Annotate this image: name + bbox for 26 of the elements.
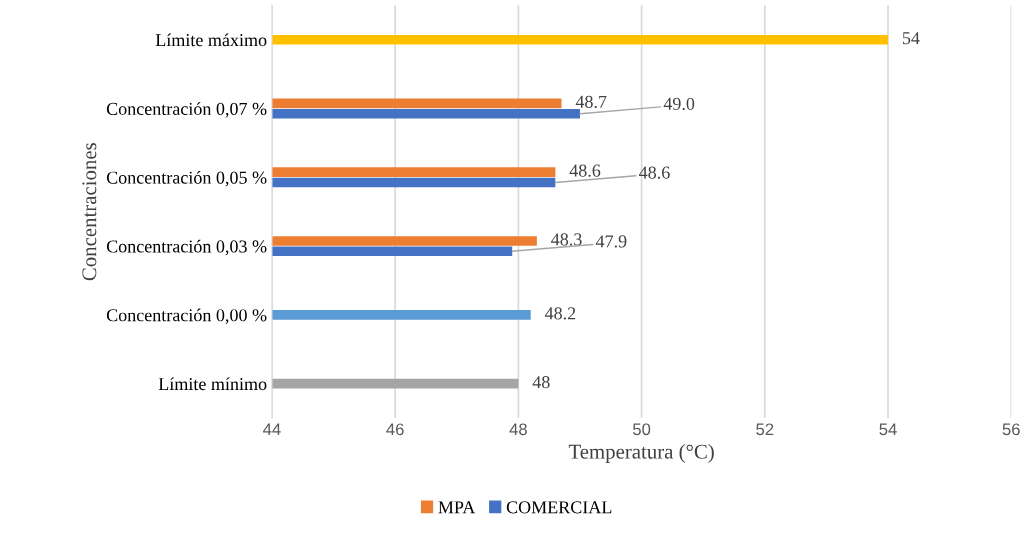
data-label: 54 <box>902 32 920 45</box>
legend-label: COMERCIAL <box>506 501 612 514</box>
legend-label: MPA <box>438 501 476 514</box>
y-tick-label: Concentración 0,07 % <box>106 102 267 118</box>
data-label: 48.7 <box>575 95 607 108</box>
data-label: 48 <box>532 376 550 389</box>
x-tick-label: 46 <box>386 423 404 436</box>
x-tick-label: 44 <box>263 423 281 436</box>
x-tick-label: 54 <box>879 423 897 436</box>
y-axis-title: Concentraciones <box>82 143 97 281</box>
x-axis-title: Temperatura (°C) <box>568 444 714 463</box>
data-label: 48.3 <box>551 233 582 246</box>
x-tick-label: 56 <box>1002 423 1020 436</box>
y-tick-label: Concentración 0,05 % <box>106 171 267 187</box>
data-label: 48.2 <box>544 307 576 320</box>
data-label: 47.9 <box>595 235 627 248</box>
y-tick-label: Concentración 0,00 % <box>106 308 267 324</box>
data-label: 48.6 <box>639 166 670 179</box>
data-label: 48.6 <box>569 164 601 177</box>
y-tick-label: Límite mínimo <box>158 377 267 391</box>
y-tick-label: Límite máximo <box>155 33 267 47</box>
x-tick-label: 48 <box>509 423 527 436</box>
y-tick-label: Concentración 0,03 % <box>106 239 267 256</box>
x-tick-label: 52 <box>756 423 774 436</box>
data-label: 49.0 <box>663 97 695 110</box>
x-tick-label: 50 <box>633 423 651 436</box>
